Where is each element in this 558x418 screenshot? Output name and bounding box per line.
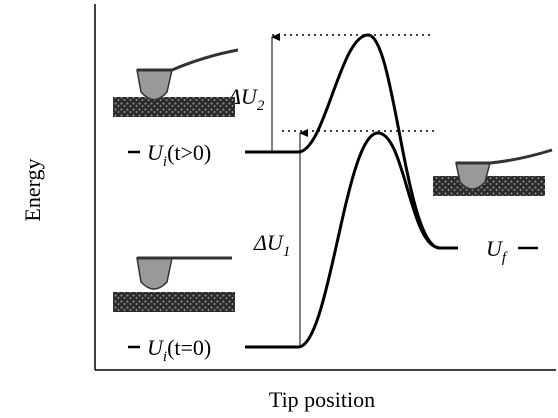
barrier-label: ΔU2 xyxy=(227,84,265,114)
label-part: 1 xyxy=(283,244,291,260)
y-axis-label: Energy xyxy=(20,158,45,221)
tip-illustration xyxy=(113,256,235,312)
level-label: Ui(t=0) xyxy=(147,335,211,365)
level-label: Uf xyxy=(486,236,508,266)
label-part: U xyxy=(147,140,165,165)
energy-curve-upper xyxy=(245,33,441,250)
label-part: U xyxy=(486,236,504,261)
tip-illustration xyxy=(113,48,239,117)
label-part: U xyxy=(147,335,165,360)
label-part: (t=0) xyxy=(167,335,211,360)
label-part: 2 xyxy=(257,98,265,114)
energy-curve-lower xyxy=(245,131,458,349)
x-axis-label: Tip position xyxy=(269,387,375,412)
label-part: i xyxy=(163,349,167,365)
label-part: (t>0) xyxy=(167,140,211,165)
tip-illustration xyxy=(433,148,553,196)
label-part: f xyxy=(502,250,508,266)
level-label: Ui(t>0) xyxy=(147,140,211,170)
label-part: i xyxy=(163,154,167,170)
label-part: ΔU xyxy=(253,230,285,255)
barrier-label: ΔU1 xyxy=(253,230,290,260)
